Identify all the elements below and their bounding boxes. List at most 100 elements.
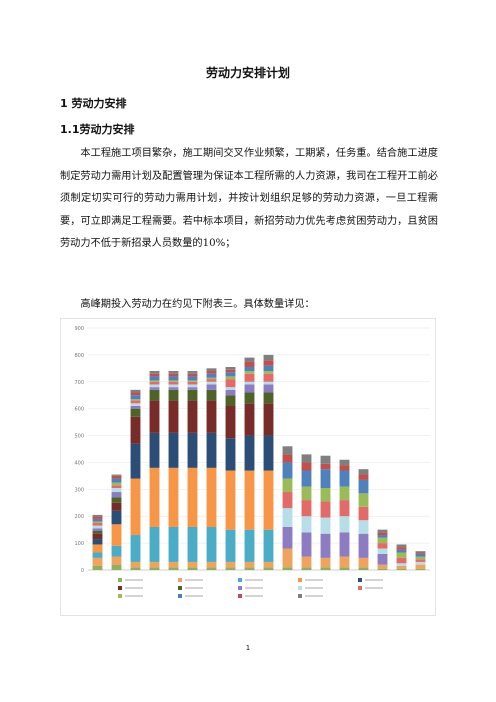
bar-segment <box>377 564 388 569</box>
bar-segment <box>263 392 274 404</box>
legend <box>118 578 383 598</box>
bar-segment <box>320 487 331 502</box>
bar-segment <box>111 497 122 503</box>
bar-segment <box>358 567 369 570</box>
bar-segment <box>130 389 141 393</box>
bar-segment <box>301 500 312 517</box>
bar-segment <box>263 373 274 382</box>
bar-segment <box>168 389 179 401</box>
bar-segment <box>282 548 293 568</box>
legend-swatch <box>178 594 182 598</box>
bar-segment <box>206 368 217 372</box>
legend-swatch <box>358 578 362 582</box>
bar-segment <box>149 567 160 570</box>
legend-swatch <box>298 594 302 598</box>
bar-segment <box>111 510 122 525</box>
bar-segment <box>187 380 198 382</box>
bar-segment <box>111 492 122 498</box>
bar-segment <box>358 479 369 494</box>
chart-svg: 0 100 200 300 400 500 600 700 800 900 <box>60 318 436 616</box>
bar-segment <box>244 561 255 568</box>
bar-segment <box>396 557 407 564</box>
legend-label-placeholder <box>125 595 143 597</box>
bar-segment <box>111 545 122 557</box>
bar-segment <box>92 518 103 522</box>
bar-segment <box>263 561 274 568</box>
bar-segment <box>206 373 217 378</box>
bar-segment <box>263 360 274 366</box>
bar-segment <box>320 455 331 464</box>
bar-segment <box>168 467 179 527</box>
legend-label-placeholder <box>305 579 323 581</box>
bar-segment <box>244 470 255 530</box>
bar-segment <box>282 462 293 479</box>
bar-segment <box>225 395 236 406</box>
bar-segment <box>111 524 122 546</box>
legend-label-placeholder <box>125 587 143 589</box>
bar-segment <box>244 392 255 404</box>
bar-segment <box>396 565 407 569</box>
bar-segment <box>225 405 236 439</box>
bar-segment <box>282 567 293 570</box>
bar-segment <box>282 492 293 509</box>
bar-segment <box>320 501 331 518</box>
bar-segment <box>149 400 160 433</box>
bar-segment <box>377 529 388 533</box>
document-title: 劳动力安排计划 <box>205 66 290 80</box>
legend-swatch <box>238 586 242 590</box>
bar-segment <box>225 470 236 530</box>
gridlines <box>88 327 430 571</box>
y-axis-ticks: 0 100 200 300 400 500 600 700 800 900 <box>74 326 84 574</box>
bar-segment <box>244 361 255 367</box>
bar-segment <box>263 435 274 471</box>
bar-segment <box>415 552 426 554</box>
bar-segment <box>111 478 122 483</box>
bar-segment <box>320 517 331 534</box>
bar-segment <box>92 521 103 523</box>
bar-segment <box>130 567 141 570</box>
bar-segment <box>244 567 255 570</box>
bar-segment <box>244 371 255 374</box>
bar-segment <box>263 567 274 570</box>
bar-segment <box>168 400 179 433</box>
bar-segment <box>263 384 274 393</box>
bar-segment <box>92 525 103 529</box>
bar-segment <box>92 528 103 532</box>
bar-segment <box>377 553 388 565</box>
subsection-heading: 1.1劳动力安排 <box>60 123 135 136</box>
bar-segment <box>301 532 312 557</box>
bar-segment <box>206 526 217 562</box>
bar-segment <box>358 557 369 568</box>
bar-segment <box>244 435 255 471</box>
bar-segment <box>206 432 217 468</box>
bar-segment <box>206 371 217 374</box>
bar-segment <box>149 467 160 527</box>
legend-swatch <box>178 578 182 582</box>
bar-segment <box>168 387 179 390</box>
bar-segment <box>225 438 236 471</box>
legend-label-placeholder <box>365 587 383 589</box>
legend-swatch <box>238 594 242 598</box>
bar-segment <box>92 531 103 534</box>
bar-segment <box>396 563 407 566</box>
y-tick-label: 700 <box>74 380 84 386</box>
bar-segment <box>206 384 217 390</box>
bar-segment <box>206 389 217 401</box>
bar-segment <box>92 533 103 540</box>
bar-segment <box>415 561 426 565</box>
bar-segment <box>301 516 312 533</box>
bar-segment <box>187 432 198 468</box>
bar-segment <box>339 556 350 568</box>
bar-segment <box>263 470 274 530</box>
legend-swatch <box>178 586 182 590</box>
bar-segment <box>149 432 160 468</box>
bar-segment <box>206 377 217 380</box>
bar-segment <box>377 568 388 570</box>
bar-segment <box>339 459 350 466</box>
bar-segment <box>415 564 426 569</box>
legend-swatch <box>118 594 122 598</box>
bar-segment <box>187 561 198 568</box>
page-number: 1 <box>245 644 251 652</box>
legend-label-placeholder <box>365 579 383 581</box>
legend-label-placeholder <box>185 579 203 581</box>
